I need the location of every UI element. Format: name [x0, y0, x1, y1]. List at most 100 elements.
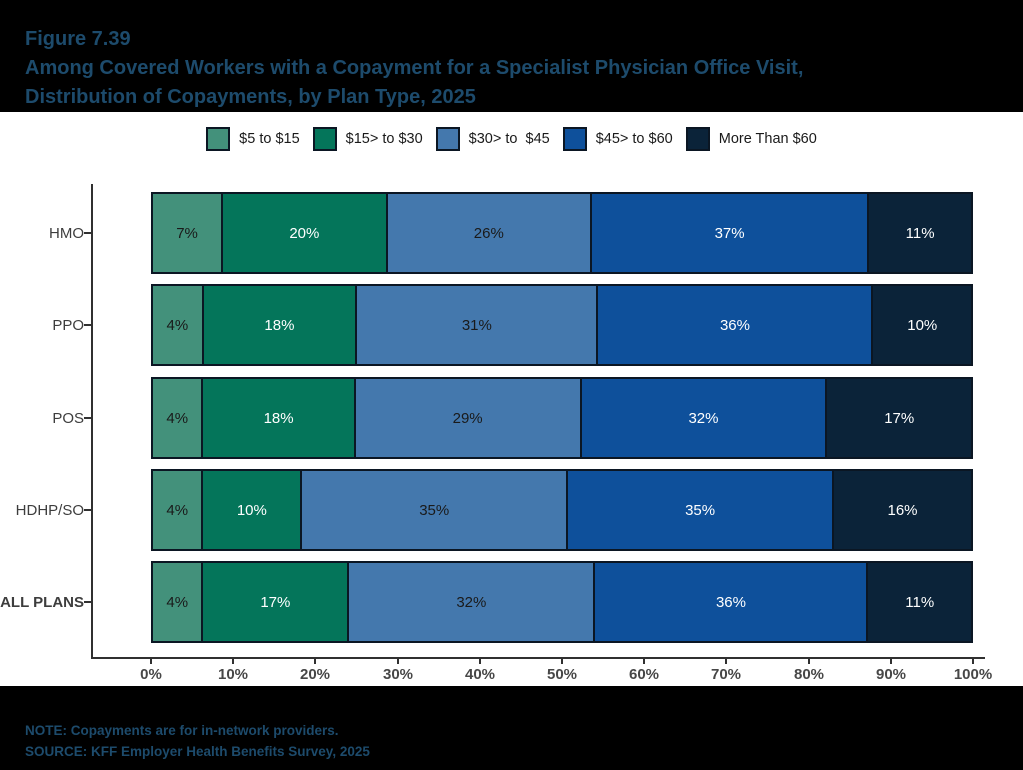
x-axis-tick — [725, 659, 727, 664]
category-label: POS — [52, 409, 84, 427]
bar-segment: 4% — [153, 471, 204, 549]
x-axis-tick-label: 90% — [875, 666, 907, 683]
legend-item-2: $15> to $30 — [312, 127, 423, 151]
y-axis-tick — [84, 324, 91, 326]
legend-swatch — [435, 127, 460, 151]
legend-swatch — [562, 127, 587, 151]
y-axis-tick — [84, 509, 91, 511]
segment-value-label: 11% — [905, 593, 935, 611]
legend-label: $45> to $60 — [595, 131, 673, 147]
segment-value-label: 11% — [905, 224, 935, 242]
x-axis-tick-label: 80% — [793, 666, 825, 683]
bar-segment: 31% — [357, 286, 599, 364]
segment-value-label: 26% — [473, 224, 504, 242]
category-label: PPO — [52, 316, 84, 334]
note-text: NOTE: Copayments are for in-network prov… — [25, 723, 339, 738]
segment-value-label: 36% — [715, 593, 746, 611]
legend-item-4: $45> to $60 — [562, 127, 673, 151]
stacked-bar: 4% 18% 29% 32% 17% — [151, 377, 973, 459]
bar-row-pos: POS 4% 18% 29% 32% 17% — [0, 377, 1023, 459]
segment-value-label: 17% — [884, 409, 915, 427]
category-label: HDHP/SO — [15, 501, 84, 519]
bar-segment: 29% — [355, 379, 582, 457]
bar-segment: 17% — [203, 563, 350, 641]
bar-segment: 36% — [595, 563, 869, 641]
bar-segment: 20% — [223, 194, 388, 272]
segment-value-label: 4% — [166, 316, 189, 334]
bar-segment: 18% — [203, 379, 356, 457]
x-axis-tick — [561, 659, 563, 664]
bar-row-all-plans: ALL PLANS 4% 17% 32% 36% 11% — [0, 561, 1023, 643]
legend-item-3: $30> to $45 — [435, 127, 550, 151]
x-axis-tick — [479, 659, 481, 664]
legend-swatch — [206, 127, 231, 151]
segment-value-label: 18% — [264, 316, 295, 334]
bar-segment: 10% — [873, 286, 972, 364]
x-axis-tick — [808, 659, 810, 664]
y-axis-tick — [84, 232, 91, 234]
bar-row-ppo: PPO 4% 18% 31% 36% 10% — [0, 284, 1023, 366]
bar-segment: 4% — [153, 286, 204, 364]
bar-segment: 4% — [153, 563, 204, 641]
legend: $5 to $15 $15> to $30 $30> to $45 $45> to $… — [0, 127, 1023, 151]
legend-swatch — [312, 127, 337, 151]
x-axis-tick — [890, 659, 892, 664]
segment-value-label: 35% — [419, 501, 450, 519]
x-axis-tick — [643, 659, 645, 664]
bar-segment: 32% — [581, 379, 828, 457]
figure-title-line1: Among Covered Workers with a Copayment f… — [25, 57, 804, 79]
legend-label: $15> to $30 — [345, 131, 423, 147]
figure-number: Figure 7.39 — [25, 28, 131, 50]
legend-swatch — [685, 127, 710, 151]
bar-row-hdhp-so: HDHP/SO 4% 10% 35% 35% 16% — [0, 469, 1023, 551]
x-axis-tick-label: 0% — [140, 666, 162, 683]
bar-segment: 16% — [834, 471, 971, 549]
segment-value-label: 4% — [166, 501, 189, 519]
bar-segment: 36% — [598, 286, 874, 364]
segment-value-label: 20% — [289, 224, 320, 242]
source-text: SOURCE: KFF Employer Health Benefits Sur… — [25, 744, 370, 759]
x-axis-tick-label: 20% — [299, 666, 331, 683]
bar-segment: 37% — [591, 194, 870, 272]
bar-segment: 35% — [302, 471, 569, 549]
category-label: HMO — [49, 224, 84, 242]
x-axis-tick-label: 100% — [953, 666, 993, 683]
x-axis-tick-label: 10% — [217, 666, 249, 683]
segment-value-label: 35% — [685, 501, 716, 519]
bar-segment: 32% — [349, 563, 596, 641]
bar-segment: 17% — [827, 379, 972, 457]
segment-value-label: 4% — [166, 409, 189, 427]
y-axis-tick — [84, 601, 91, 603]
legend-label: $5 to $15 — [239, 131, 300, 147]
bar-segment: 18% — [203, 286, 358, 364]
stacked-bar: 4% 18% 31% 36% 10% — [151, 284, 973, 366]
legend-label: More Than $60 — [718, 131, 817, 147]
category-label: ALL PLANS — [0, 593, 84, 611]
segment-value-label: 7% — [176, 224, 198, 242]
stacked-bar: 4% 10% 35% 35% 16% — [151, 469, 973, 551]
bar-segment: 11% — [868, 563, 971, 641]
x-axis-tick-label: 30% — [382, 666, 414, 683]
segment-value-label: 31% — [461, 316, 492, 334]
figure-footer: NOTE: Copayments are for in-network prov… — [0, 686, 1023, 770]
bar-segment: 7% — [153, 194, 224, 272]
x-axis-tick-label: 60% — [628, 666, 660, 683]
bar-segment: 26% — [387, 194, 592, 272]
stacked-bar: 7% 20% 26% 37% 11% — [151, 192, 973, 274]
segment-value-label: 32% — [688, 409, 719, 427]
legend-item-1: $5 to $15 — [206, 127, 300, 151]
segment-value-label: 32% — [456, 593, 487, 611]
x-axis-tick-label: 70% — [710, 666, 742, 683]
segment-value-label: 17% — [260, 593, 291, 611]
figure-header: Figure 7.39 Among Covered Workers with a… — [0, 0, 1023, 112]
bar-segment: 11% — [869, 194, 971, 272]
bar-segment: 10% — [203, 471, 303, 549]
legend-label: $30> to $45 — [468, 131, 550, 147]
x-axis-line — [91, 657, 985, 659]
bar-row-hmo: HMO 7% 20% 26% 37% 11% — [0, 192, 1023, 274]
segment-value-label: 36% — [719, 316, 750, 334]
legend-item-5: More Than $60 — [685, 127, 817, 151]
segment-value-label: 29% — [452, 409, 483, 427]
bar-segment: 4% — [153, 379, 204, 457]
